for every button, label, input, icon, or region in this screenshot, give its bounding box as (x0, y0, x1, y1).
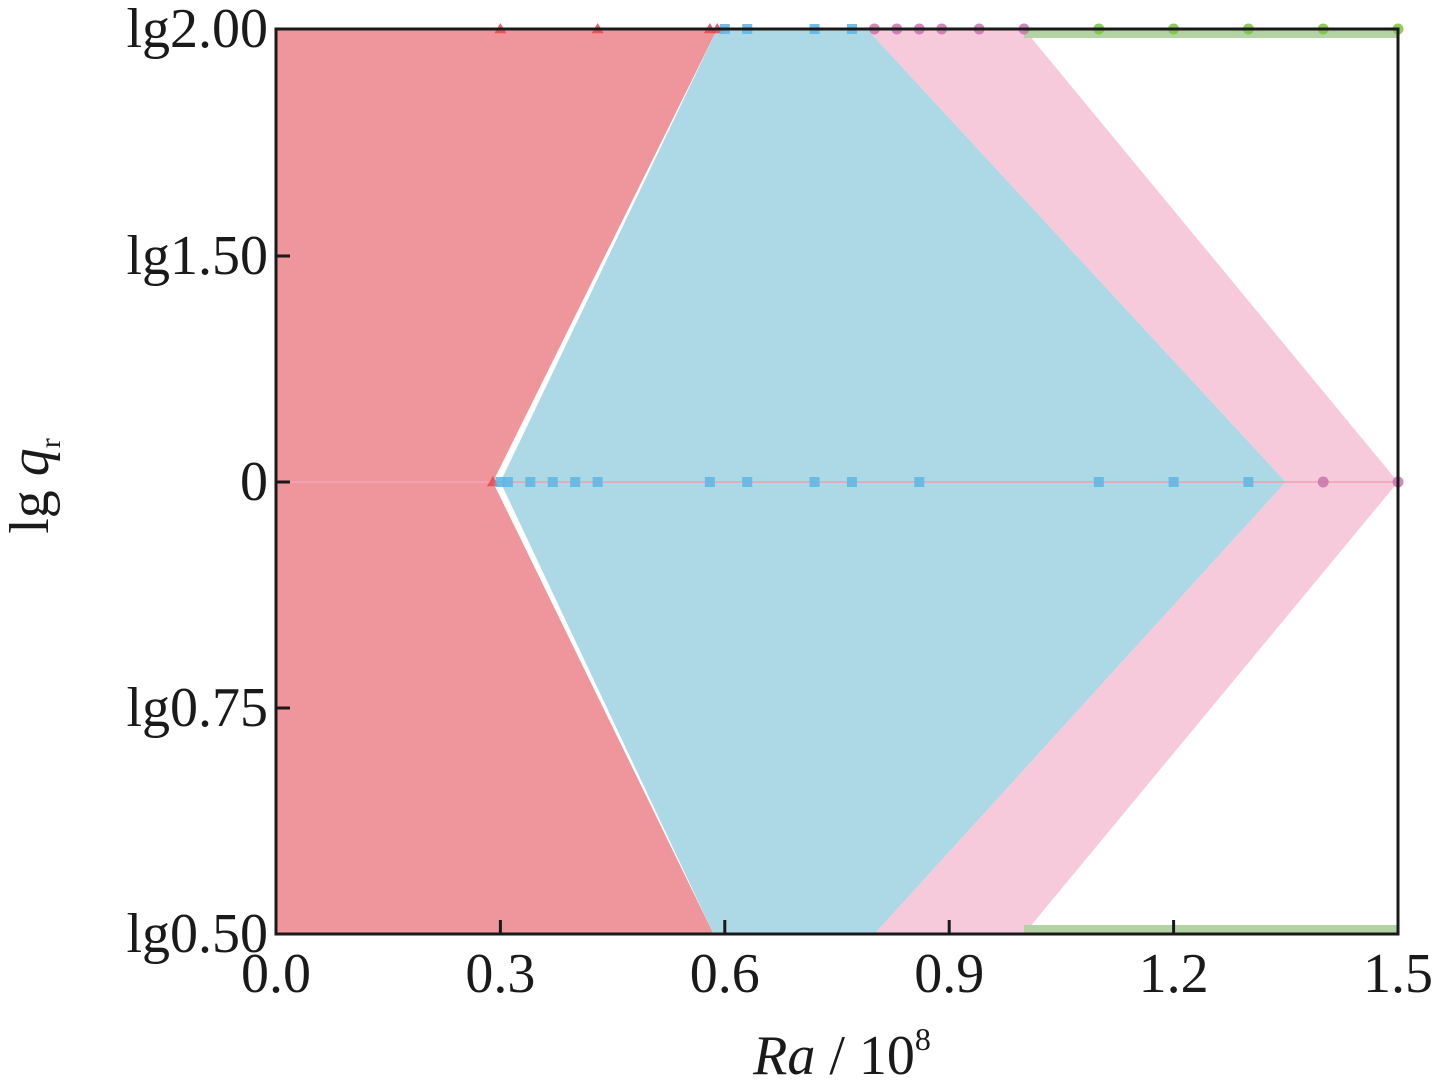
marker-s3-7 (1317, 476, 1329, 488)
marker-s2-11 (704, 477, 715, 487)
y-axis-title-subscript: r (34, 438, 67, 448)
marker-s2-7 (525, 477, 536, 487)
band-2 (1024, 925, 1398, 934)
marker-s2-10 (592, 477, 603, 487)
x-axis-title: Ra / 108 (752, 1021, 931, 1080)
y-tick-label-5: lg0.50 (126, 903, 268, 965)
y-tick-label-2: lg1.50 (126, 225, 268, 287)
y-tick-label-1: lg2.00 (126, 0, 268, 60)
x-tick-label-4: 0.9 (914, 943, 984, 1005)
x-axis-title-unit: / 10 (815, 1025, 915, 1080)
x-tick-label-6: 1.5 (1363, 943, 1433, 1005)
y-tick-label-3: 0 (240, 451, 268, 513)
region-1 (276, 29, 718, 934)
band-1 (1024, 29, 1398, 38)
marker-s2-5 (495, 477, 506, 487)
marker-s2-6 (502, 477, 513, 487)
x-tick-label-5: 1.2 (1139, 943, 1209, 1005)
marker-s2-14 (846, 477, 857, 487)
y-axis-title: lg qr (0, 438, 67, 534)
x-axis-title-var: Ra (752, 1025, 815, 1080)
marker-s2-9 (570, 477, 581, 487)
y-tick-label-4: lg0.75 (126, 677, 268, 739)
marker-s2-13 (809, 477, 820, 487)
marker-s2-15 (914, 477, 925, 487)
ticks-layer: 0.0 0.3 0.6 0.9 1.2 1.5 lg2.00 lg1.50 0 lg0.75 lg0… (126, 0, 1433, 1005)
marker-s2-17 (1168, 477, 1179, 487)
x-tick-label-2: 0.3 (465, 943, 535, 1005)
y-axis-title-var: q (0, 448, 61, 476)
marker-s2-18 (1243, 477, 1254, 487)
x-tick-label-3: 0.6 (690, 943, 760, 1005)
bands-layer (1024, 29, 1398, 934)
x-axis-title-exponent: 8 (915, 1021, 931, 1057)
y-axis-title-prefix: lg (0, 476, 61, 534)
marker-s2-12 (742, 477, 753, 487)
marker-s2-16 (1093, 477, 1104, 487)
x-tick-label-1: 0.0 (241, 943, 311, 1005)
marker-s2-8 (547, 477, 558, 487)
